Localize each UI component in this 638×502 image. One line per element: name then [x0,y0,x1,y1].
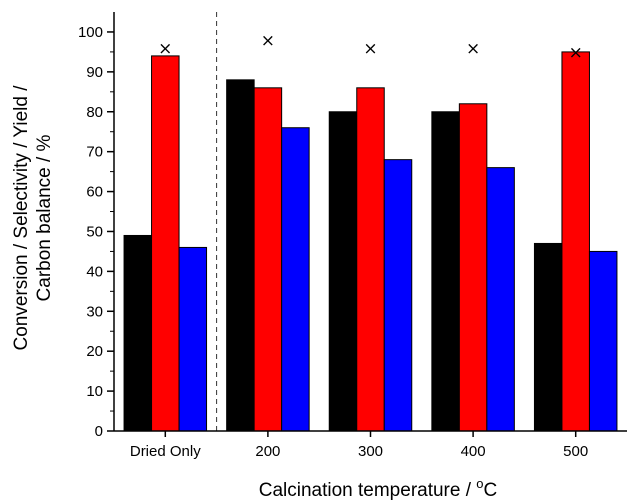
y-axis-title-line2: Carbon balance / % [34,134,55,301]
bar-series-3-0 [178,246,208,432]
y-tick-label: 20 [86,343,103,360]
x-tick-label: 300 [358,443,383,460]
bar-series-2-3 [458,103,488,432]
marker-3: × [466,39,480,59]
bar-series-1-4 [533,242,563,432]
x-tick-label: 500 [563,443,588,460]
bar-series-1-3 [431,111,460,432]
x-tick-label: Dried Only [130,443,201,460]
x-axis-title-sup: o [476,476,483,491]
x-axis-title-main: Calcination temperature / [259,480,477,501]
marker-0: × [158,39,172,59]
x-axis-title: Calcination temperature / oC [259,476,498,501]
y-tick-label: 30 [86,303,103,320]
y-tick-label: 0 [95,423,103,440]
bar-series-2-4 [561,51,590,432]
bar-series-2-2 [356,87,385,432]
x-ticks: Dried Only 200 300 400 500 [130,431,588,460]
x-axis-title-unit: C [484,480,498,501]
bar-series-1-2 [328,111,358,432]
y-tick-label: 90 [86,64,103,81]
bar-series-3-3 [486,167,515,432]
marker-1: × [261,31,275,51]
y-ticks: 0 10 20 30 40 50 60 70 80 90 100 [78,24,114,440]
marker-2: × [363,39,377,59]
bar-series-1-0 [123,234,153,432]
markers-layer: × × × × × [158,31,583,63]
bar-series-3-1 [281,127,310,432]
bar-series-2-1 [253,87,283,432]
bars-layer [123,51,618,432]
bar-series-1-1 [226,79,255,432]
y-tick-label: 100 [78,24,103,41]
marker-4: × [569,43,583,63]
y-tick-label: 10 [86,383,103,400]
y-tick-label: 70 [86,144,103,161]
y-tick-label: 80 [86,104,103,121]
x-tick-label: 400 [461,443,486,460]
y-axis-title-line1: Conversion / Selectivity / Yield / [11,85,32,351]
bar-series-3-4 [588,250,618,432]
y-tick-label: 60 [86,184,103,201]
y-tick-label: 40 [86,263,103,280]
x-tick-label: 200 [255,443,280,460]
bar-series-2-0 [151,55,180,432]
y-tick-label: 50 [86,223,103,240]
bar-series-3-2 [383,159,413,432]
